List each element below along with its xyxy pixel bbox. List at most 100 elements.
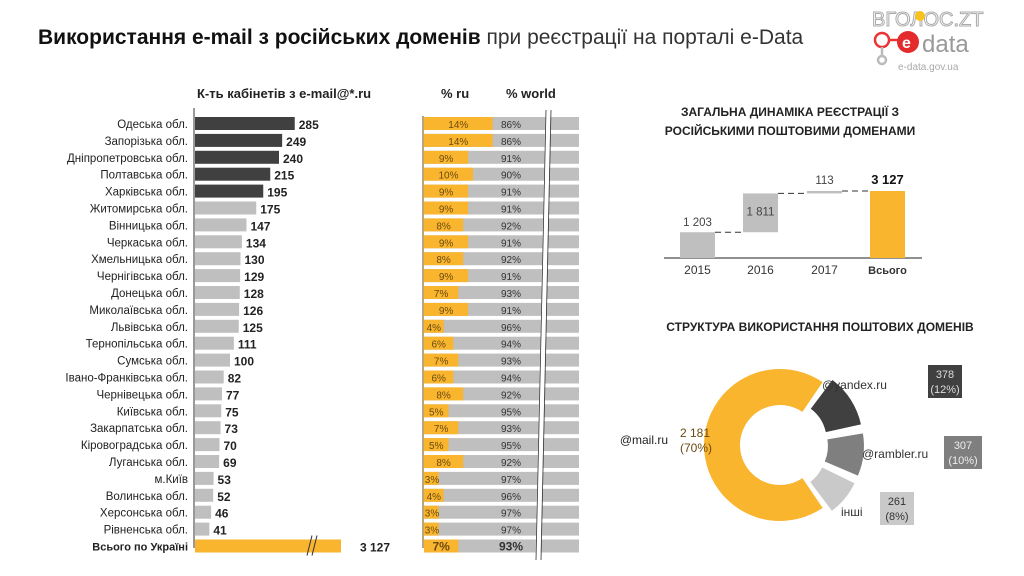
ru-percent-label: 7% [434, 424, 449, 435]
donut-value: 261 [888, 496, 906, 508]
ru-percent-label: 8% [436, 221, 451, 232]
bar-value-label: 53 [218, 473, 232, 487]
ru-percent-label: 4% [427, 492, 442, 503]
bar-value-label: 73 [225, 422, 239, 436]
bar [195, 167, 271, 181]
world-percent-label: 92% [501, 221, 521, 232]
donut-slice [824, 433, 864, 476]
ru-bar [424, 387, 464, 401]
ru-bar [424, 286, 459, 299]
world-percent-label: 97% [501, 509, 521, 520]
world-percent-label: 91% [501, 205, 521, 216]
bar [195, 184, 264, 198]
world-percent-label: 96% [501, 323, 521, 334]
bar [195, 336, 234, 350]
waterfall-x-tick: Всього [868, 265, 907, 277]
world-percent-label: 90% [501, 171, 521, 182]
ru-percent-label: 9% [439, 188, 454, 199]
bar-category-label: Харківська обл. [105, 187, 188, 199]
bar-value-label: 128 [244, 287, 264, 301]
bar-category-label: Черкаська обл. [107, 237, 188, 249]
waterfall-x-tick: 2015 [684, 263, 711, 277]
axis-break-mark [311, 535, 318, 556]
bar-value-label: 240 [283, 152, 303, 166]
ru-bar [424, 488, 444, 502]
bar [195, 150, 279, 164]
bar-value-label: 52 [217, 490, 231, 504]
bar-value-label: 249 [286, 135, 306, 149]
donut-percent: (8%) [885, 511, 908, 523]
ru-percent-label: 9% [439, 272, 454, 283]
bar-value-label: 134 [246, 236, 266, 250]
world-percent-label: 93% [501, 357, 521, 368]
bar-category-label: Чернівецька обл. [96, 389, 188, 401]
ru-percent-label: 14% [448, 137, 468, 148]
ru-bar [424, 218, 464, 232]
logo-e-icon [897, 31, 919, 53]
world-percent-label: 96% [501, 492, 521, 503]
bar-value-label: 75 [225, 405, 239, 419]
world-percent-label: 93% [501, 289, 521, 300]
ru-bar [424, 353, 459, 367]
bar-value-label: 82 [228, 372, 242, 386]
bar-value-label: 77 [226, 388, 240, 402]
world-percent-label: 92% [501, 458, 521, 469]
world-percent-label: 91% [501, 188, 521, 199]
ru-bar [424, 471, 439, 485]
bar-value-label: 41 [213, 524, 227, 538]
ru-percent-label: 9% [439, 238, 454, 249]
bar-category-label: Луганська обл. [109, 457, 188, 469]
donut-title: СТРУКТУРА ВИКОРИСТАННЯ ПОШТОВИХ ДОМЕНІВ [666, 320, 974, 334]
bar [195, 387, 222, 401]
bar-category-label: Вінницька обл. [109, 220, 188, 232]
ru-bar [424, 319, 444, 333]
bar-value-label: 125 [243, 321, 263, 335]
donut-value-box [880, 492, 914, 525]
waterfall-x-tick: 2017 [811, 263, 838, 277]
donut-label-mail: @mail.ru [620, 433, 668, 447]
ru-bar [424, 269, 469, 283]
bar-value-label: 69 [223, 456, 237, 470]
bar-category-label: м.Київ [154, 474, 188, 486]
bar-value-label: 3 127 [360, 541, 390, 555]
bar [195, 319, 239, 333]
world-percent-label: 95% [501, 441, 521, 452]
bar [195, 455, 220, 468]
ru-percent-label: 3% [425, 509, 440, 520]
bar-category-label: Сумська обл. [117, 356, 188, 368]
world-percent-label: 93% [499, 540, 523, 554]
world-bar [424, 286, 579, 299]
ru-percent-label: 7% [432, 540, 450, 554]
ru-percent-label: 9% [439, 154, 454, 165]
donut-value: 378 [936, 369, 954, 381]
bar [195, 522, 210, 536]
waterfall-x-tick: 2016 [747, 263, 774, 277]
donut-value: 307 [954, 440, 972, 452]
ru-percent-label: 9% [439, 306, 454, 317]
ru-percent-label: 10% [438, 171, 458, 182]
title-rest: при реєстрації на порталі e-Data [480, 26, 804, 49]
bar-category-label: Рівненська обл. [104, 525, 188, 537]
ru-percent-label: 6% [431, 374, 446, 385]
header-world: % world [506, 86, 556, 101]
ru-percent-label: 7% [434, 289, 449, 300]
waterfall-value-label: 3 127 [871, 172, 904, 187]
ru-bar [424, 539, 459, 553]
donut-slice [704, 369, 823, 521]
bar-value-label: 70 [224, 439, 238, 453]
ru-bar [424, 421, 459, 435]
page-title: Використання e-mail з російських доменів… [38, 26, 803, 50]
bar [195, 302, 240, 316]
bar [195, 235, 242, 249]
world-percent-label: 91% [501, 154, 521, 165]
donut-value-mail: 2 181 [680, 426, 710, 440]
waterfall-value-label: 1 811 [747, 206, 775, 218]
donut-label: @yandex.ru [822, 378, 887, 392]
bar [195, 404, 222, 418]
logo: ВГОЛОС.ZT е data e-data.gov.ua [872, 9, 985, 74]
bar [195, 117, 295, 130]
bar-category-label: Всього по Україні [92, 542, 188, 554]
header-count: К-ть кабінетів з e-mail@*.ru [197, 86, 372, 101]
ru-bar [424, 184, 469, 198]
